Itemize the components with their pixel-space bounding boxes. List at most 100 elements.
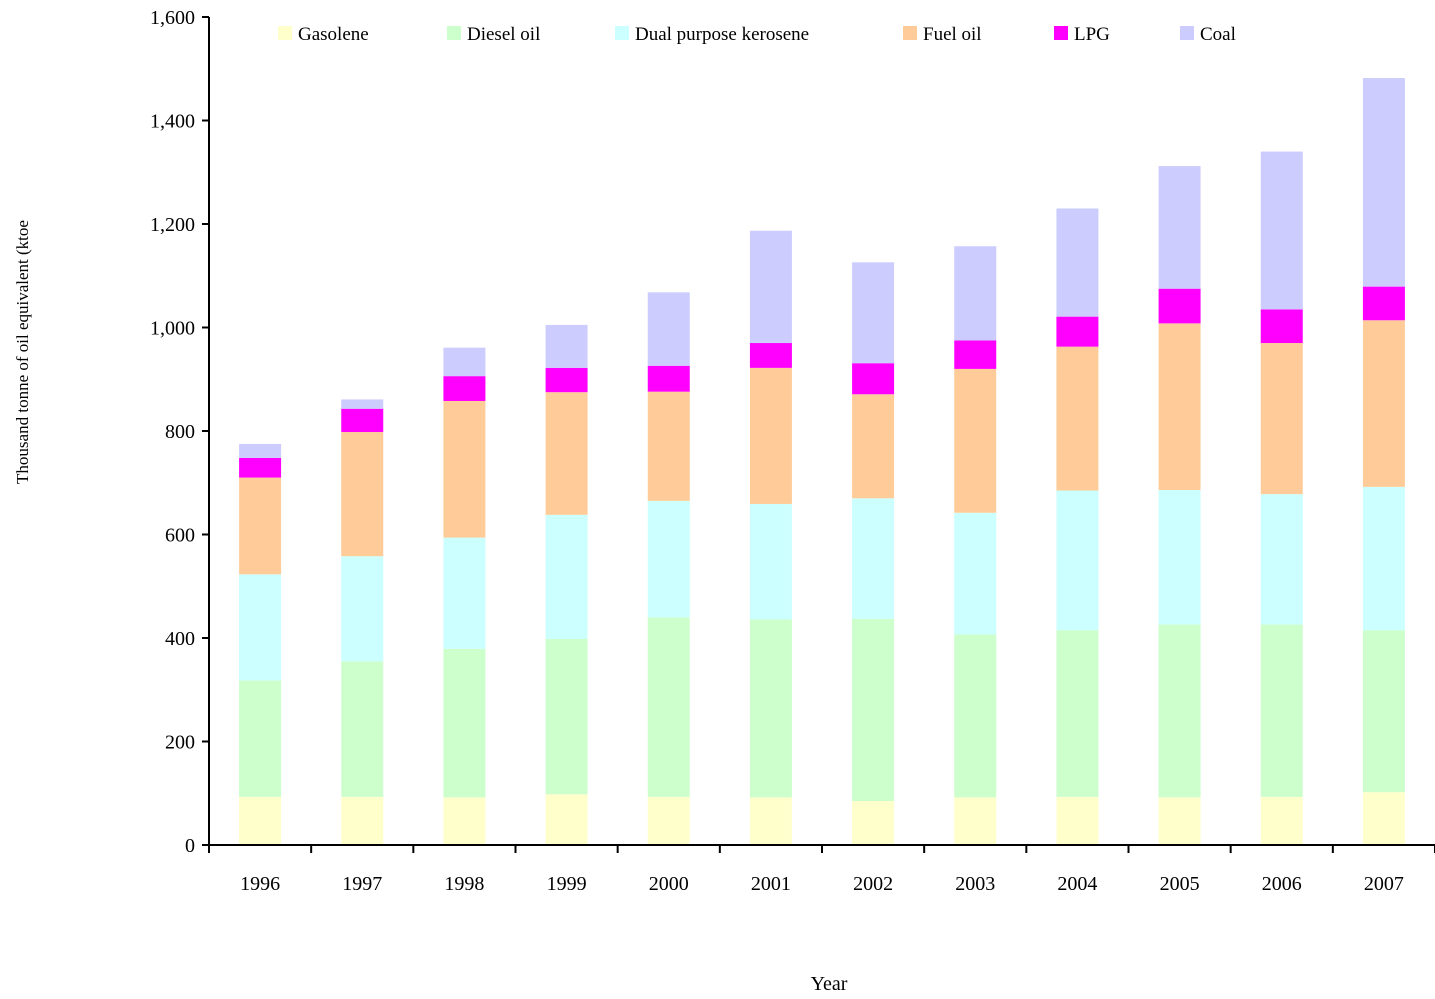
legend-item-diesel-oil: Diesel oil (447, 24, 540, 45)
bar-coal-1996 (239, 443, 282, 458)
bar-diesel-oil-1999 (545, 639, 588, 795)
x-tick-label: 2000 (649, 873, 689, 895)
bar-lpg-1999 (545, 367, 588, 393)
bar-diesel-oil-2001 (749, 619, 792, 798)
legend-swatch (615, 26, 629, 40)
bar-gasolene-2002 (852, 801, 895, 845)
bar-fuel-oil-2007 (1362, 320, 1405, 487)
bar-dual-purpose-kerosene-2004 (1056, 490, 1099, 631)
x-tick-label: 2006 (1262, 873, 1302, 895)
bar-lpg-2003 (954, 340, 997, 369)
x-tick-label: 1998 (444, 873, 484, 895)
bar-lpg-2000 (647, 365, 690, 392)
y-tick-label: 800 (165, 421, 195, 443)
bar-coal-2007 (1362, 78, 1405, 287)
legend-swatch (903, 26, 917, 40)
bar-gasolene-2001 (749, 797, 792, 845)
bar-diesel-oil-1997 (341, 661, 384, 797)
x-tick-label: 1997 (342, 873, 382, 895)
bar-fuel-oil-2005 (1158, 323, 1201, 490)
bar-diesel-oil-1998 (443, 648, 486, 798)
bar-fuel-oil-2003 (954, 368, 997, 513)
bar-fuel-oil-2002 (852, 394, 895, 499)
bar-dual-purpose-kerosene-1998 (443, 537, 486, 649)
legend-item-dual-purpose-kerosene: Dual purpose kerosene (615, 24, 809, 45)
bar-lpg-1996 (239, 457, 282, 478)
legend: Gasolene Diesel oil Dual purpose kerosene F… (278, 24, 1236, 45)
bar-diesel-oil-2000 (647, 617, 690, 797)
bar-coal-2004 (1056, 208, 1099, 317)
bar-gasolene-1999 (545, 794, 588, 845)
bar-diesel-oil-2002 (852, 618, 895, 802)
bar-coal-1999 (545, 324, 588, 368)
bar-dual-purpose-kerosene-2005 (1158, 489, 1201, 625)
x-tick-label: 2002 (853, 873, 893, 895)
y-tick-label: 1,400 (150, 111, 195, 133)
bar-lpg-2001 (749, 343, 792, 368)
bar-gasolene-2007 (1362, 792, 1405, 845)
bar-diesel-oil-1996 (239, 680, 282, 797)
y-tick-label: 600 (165, 525, 195, 547)
bar-lpg-2007 (1362, 286, 1405, 321)
y-tick-label: 1,000 (150, 318, 195, 340)
bar-gasolene-1998 (443, 797, 486, 845)
legend-item-fuel-oil: Fuel oil (903, 24, 982, 45)
bar-dual-purpose-kerosene-1997 (341, 556, 384, 662)
bar-gasolene-2003 (954, 797, 997, 845)
bar-gasolene-2000 (647, 796, 690, 845)
bar-coal-1998 (443, 347, 486, 377)
bar-coal-1997 (341, 399, 384, 409)
bar-dual-purpose-kerosene-1996 (239, 574, 282, 681)
y-tick-label: 200 (165, 732, 195, 754)
bar-lpg-1998 (443, 376, 486, 401)
y-tick-label: 0 (185, 835, 195, 857)
bar-lpg-2004 (1056, 316, 1099, 347)
bar-lpg-2002 (852, 363, 895, 395)
legend-label: Coal (1200, 24, 1236, 45)
x-tick-label: 2004 (1057, 873, 1097, 895)
x-tick-label: 1996 (240, 873, 280, 895)
legend-swatch (1054, 26, 1068, 40)
bar-gasolene-2005 (1158, 797, 1201, 845)
y-ticks: 0 200 400 600 800 1,000 1,200 1,400 1,600 (150, 7, 209, 857)
legend-swatch (1180, 26, 1194, 40)
bar-dual-purpose-kerosene-1999 (545, 514, 588, 640)
bar-diesel-oil-2007 (1362, 630, 1405, 793)
legend-item-lpg: LPG (1054, 24, 1110, 45)
bar-diesel-oil-2006 (1260, 624, 1303, 797)
x-ticks: 1996 1997 1998 1999 2000 2001 2002 2003 2004 2005… (208, 845, 1435, 895)
legend-swatch (278, 26, 292, 40)
bar-coal-2006 (1260, 151, 1303, 310)
bar-fuel-oil-1996 (239, 477, 282, 575)
bar-coal-2002 (852, 262, 895, 364)
x-tick-label: 2007 (1364, 873, 1404, 895)
bar-gasolene-1997 (341, 796, 384, 845)
bar-dual-purpose-kerosene-2001 (749, 503, 792, 620)
x-axis-label: Year (811, 973, 848, 995)
bar-dual-purpose-kerosene-2003 (954, 512, 997, 635)
bar-coal-2003 (954, 246, 997, 341)
bar-coal-2001 (749, 230, 792, 344)
bar-fuel-oil-2004 (1056, 346, 1099, 491)
y-tick-label: 1,600 (150, 7, 195, 29)
bar-fuel-oil-1997 (341, 432, 384, 557)
legend-swatch (447, 26, 461, 40)
legend-item-coal: Coal (1180, 24, 1236, 45)
bar-coal-2005 (1158, 166, 1201, 289)
y-axis-label: Thousand tonne of oil equivalent (ktoe (13, 220, 32, 484)
bars-layer (239, 78, 1405, 845)
bar-lpg-2006 (1260, 309, 1303, 344)
bar-fuel-oil-2001 (749, 367, 792, 504)
x-tick-label: 2005 (1160, 873, 1200, 895)
bar-gasolene-1996 (239, 796, 282, 845)
bar-fuel-oil-2006 (1260, 343, 1303, 495)
legend-label: Dual purpose kerosene (635, 24, 809, 45)
x-tick-label: 1999 (547, 873, 587, 895)
bar-dual-purpose-kerosene-2007 (1362, 486, 1405, 631)
bar-gasolene-2006 (1260, 796, 1303, 845)
x-tick-label: 2001 (751, 873, 791, 895)
bar-gasolene-2004 (1056, 796, 1099, 845)
y-tick-label: 400 (165, 628, 195, 650)
